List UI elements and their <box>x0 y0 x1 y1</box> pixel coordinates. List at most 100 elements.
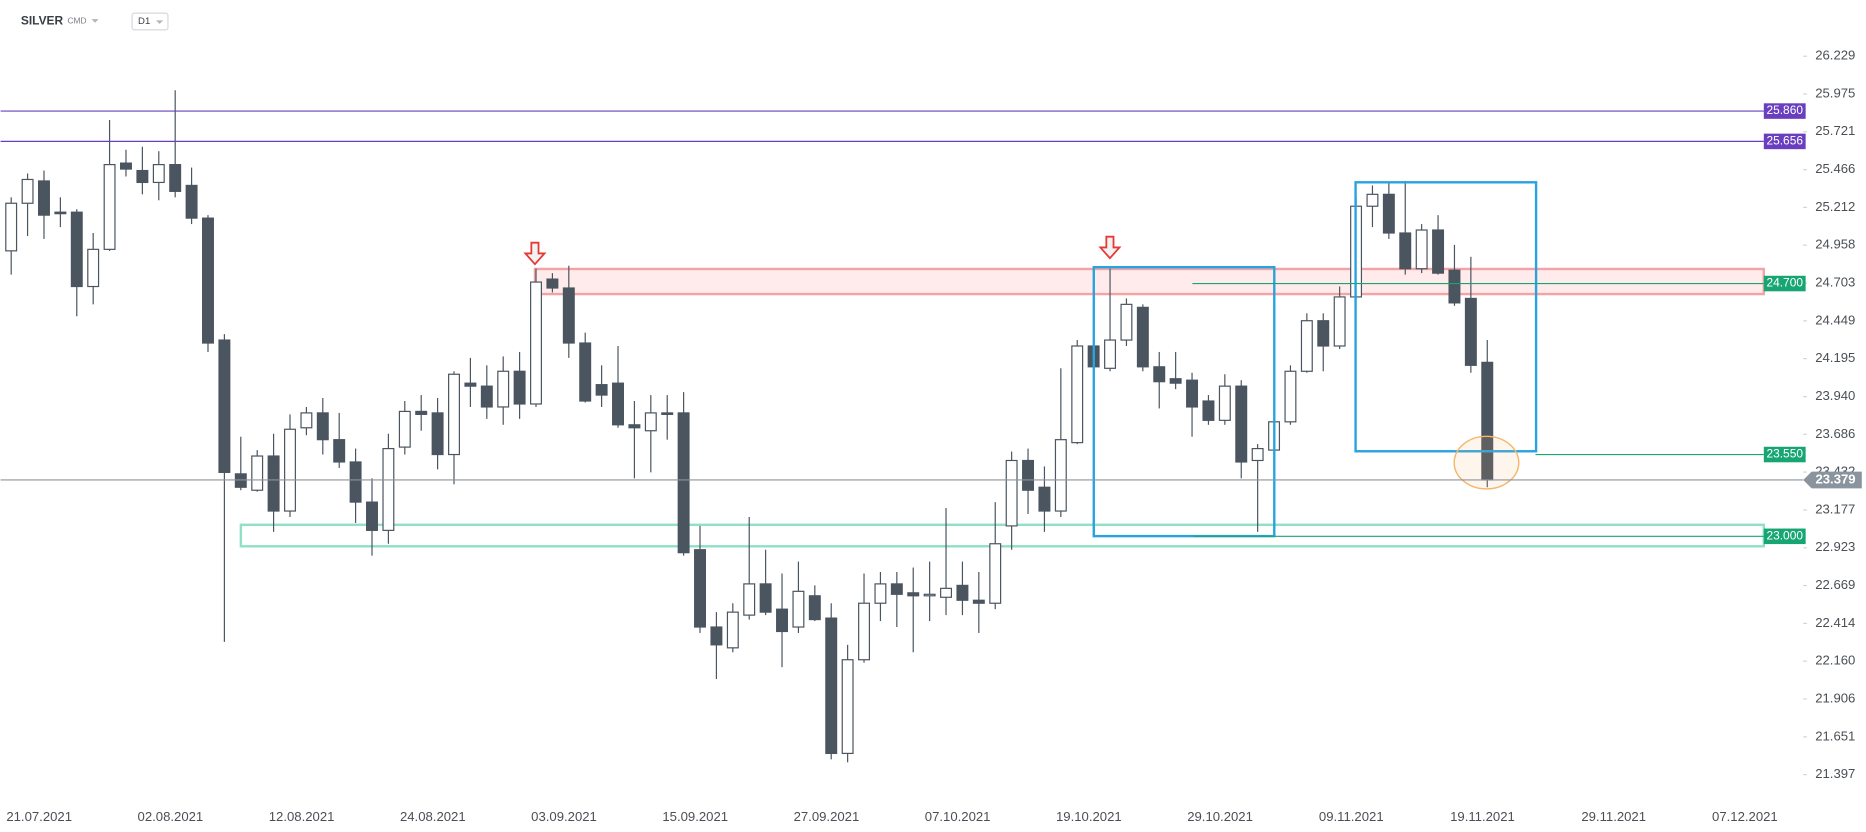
candle-body <box>562 287 575 344</box>
last-price-tag <box>1803 471 1862 489</box>
candle-body <box>169 163 182 192</box>
candle-body <box>1005 459 1018 527</box>
level-label: 23.000 <box>1766 528 1803 542</box>
candle-body <box>415 410 428 415</box>
y-tick-label: 23.177 <box>1815 501 1855 516</box>
x-tick-label: 19.11.2021 <box>1450 809 1515 824</box>
candle-body <box>661 412 674 415</box>
candle-body <box>825 617 838 754</box>
y-tick-label: 22.669 <box>1815 577 1855 592</box>
candle-body <box>185 184 198 219</box>
down-arrow <box>1098 235 1122 260</box>
candle-body <box>1415 229 1428 270</box>
candle-body <box>300 412 313 429</box>
candle-body <box>710 626 723 646</box>
candle-body <box>940 587 953 598</box>
candle-body <box>284 428 296 512</box>
y-tick-label: 22.414 <box>1815 615 1855 630</box>
candle-body <box>1333 296 1346 347</box>
candle-body <box>1136 306 1149 368</box>
symbol[interactable]: SILVER <box>21 14 64 28</box>
last-price-label: 23.379 <box>1815 471 1855 486</box>
candle-body <box>530 281 542 405</box>
level-tag <box>1763 275 1806 292</box>
candle-body <box>1300 320 1313 372</box>
y-tick-label: 25.212 <box>1815 199 1855 214</box>
candle-body <box>907 592 920 597</box>
highlight-circle <box>1453 435 1520 490</box>
candle-body <box>1202 400 1215 421</box>
candle-body <box>694 549 706 628</box>
candle-body <box>1432 229 1445 274</box>
level-label: 25.860 <box>1766 103 1803 117</box>
x-tick-label: 19.10.2021 <box>1056 809 1122 824</box>
candle-body <box>1399 232 1412 270</box>
y-tick-label: 21.397 <box>1815 766 1855 781</box>
candle-body <box>398 410 411 448</box>
candle-body <box>1366 193 1379 207</box>
y-tick-label: 23.686 <box>1815 426 1855 441</box>
x-tick-label: 21.07.2021 <box>6 809 72 824</box>
y-tick-label: 25.721 <box>1815 123 1855 138</box>
candle-body <box>54 211 67 215</box>
candle-body <box>1186 379 1199 408</box>
x-tick-label: 07.12.2021 <box>1712 809 1778 824</box>
x-tick-label: 02.08.2021 <box>138 809 204 824</box>
candle-body <box>1317 320 1330 347</box>
candle-body <box>546 278 559 289</box>
candle-body <box>1054 439 1067 512</box>
candle-body <box>1448 269 1461 304</box>
candle-body <box>136 169 149 184</box>
candle-body <box>1071 345 1084 444</box>
candle-body <box>152 163 165 184</box>
level-label: 25.656 <box>1766 134 1803 148</box>
candle-body <box>70 211 83 288</box>
support-zone <box>239 523 1766 548</box>
candle-body <box>1120 303 1133 341</box>
level-tag <box>1763 446 1806 463</box>
candle-body <box>251 455 264 491</box>
y-tick-label: 24.958 <box>1815 237 1855 252</box>
y-tick-label: 24.195 <box>1815 350 1855 365</box>
y-tick-label: 21.651 <box>1815 728 1855 743</box>
candle-body <box>1284 370 1297 423</box>
candle-body <box>349 461 362 503</box>
candle-body <box>5 202 18 252</box>
dropdown-caret[interactable] <box>91 19 99 23</box>
candle-body <box>480 385 493 408</box>
x-tick-label: 24.08.2021 <box>400 809 466 824</box>
candle-body <box>726 611 739 649</box>
y-tick-label: 24.703 <box>1815 275 1855 290</box>
candle-body <box>595 384 608 396</box>
candle-body <box>644 412 657 432</box>
dropdown-caret[interactable] <box>155 20 164 24</box>
candle-body <box>1464 297 1477 366</box>
candle-body <box>103 163 116 250</box>
candle-body <box>972 599 985 604</box>
x-tick-label: 12.08.2021 <box>269 809 335 824</box>
candle-body <box>267 455 280 512</box>
candle-body <box>759 583 772 613</box>
candle-body <box>579 342 592 402</box>
candle-body <box>366 501 378 531</box>
candle-body <box>1104 339 1117 369</box>
candle-body <box>956 584 969 601</box>
market-type[interactable]: CMD <box>68 16 87 26</box>
x-tick-label: 07.10.2021 <box>925 809 991 824</box>
candle-body <box>923 593 936 597</box>
candle-body <box>858 602 871 661</box>
candle-body <box>874 583 887 604</box>
candle-body <box>333 439 346 463</box>
candle-body <box>1218 385 1231 421</box>
range-box <box>1354 181 1538 453</box>
timeframe-box[interactable] <box>131 12 169 31</box>
candle-body <box>464 382 477 387</box>
x-tick-label: 29.10.2021 <box>1187 809 1253 824</box>
timeframe[interactable]: D1 <box>138 16 150 27</box>
candle-body <box>1038 486 1051 512</box>
y-tick-label: 21.906 <box>1815 690 1855 705</box>
candle-body <box>743 583 756 616</box>
level-tag <box>1763 528 1806 545</box>
y-tick-label: 24.449 <box>1815 312 1855 327</box>
